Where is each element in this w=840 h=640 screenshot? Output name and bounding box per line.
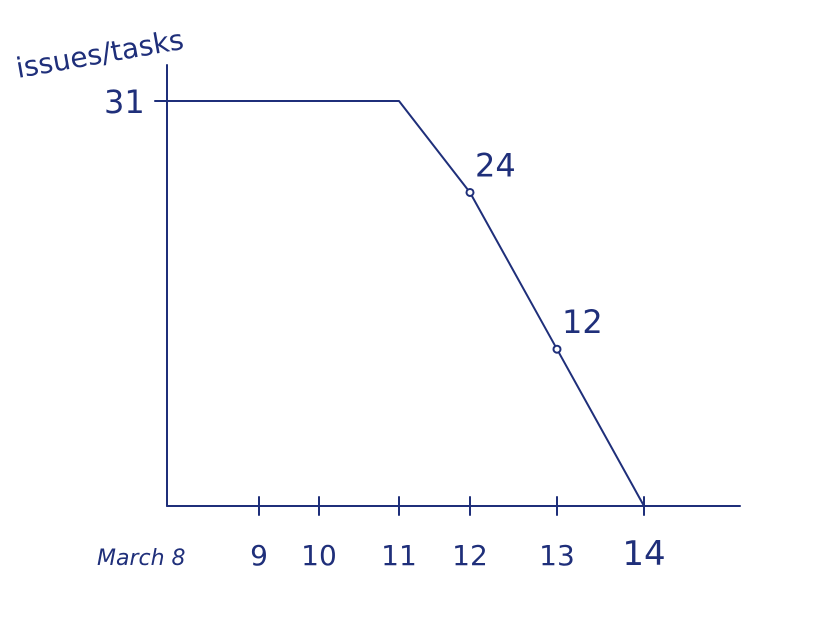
x-tick-label: 12 xyxy=(452,539,488,572)
x-tick-label: 11 xyxy=(381,539,417,572)
y-axis-label: issues/tasks xyxy=(13,23,186,85)
y-tick-label: 31 xyxy=(104,83,145,121)
y-axis-label-group: issues/tasks xyxy=(13,23,186,85)
x-tick-label: 13 xyxy=(539,539,575,572)
labels-layer: 31 March 8 9 10 11 12 13 14 24 12 xyxy=(97,83,666,574)
data-point-label: 12 xyxy=(562,303,603,341)
data-point-marker xyxy=(552,344,562,354)
x-tick-label: 10 xyxy=(301,539,337,572)
x-tick-label: March 8 xyxy=(97,546,186,571)
x-tick-label: 14 xyxy=(622,534,665,574)
axes xyxy=(166,64,741,507)
series-layer xyxy=(166,100,645,507)
data-point-label: 24 xyxy=(475,146,516,184)
x-tick-label: 9 xyxy=(250,539,268,572)
data-point-marker xyxy=(465,187,475,197)
